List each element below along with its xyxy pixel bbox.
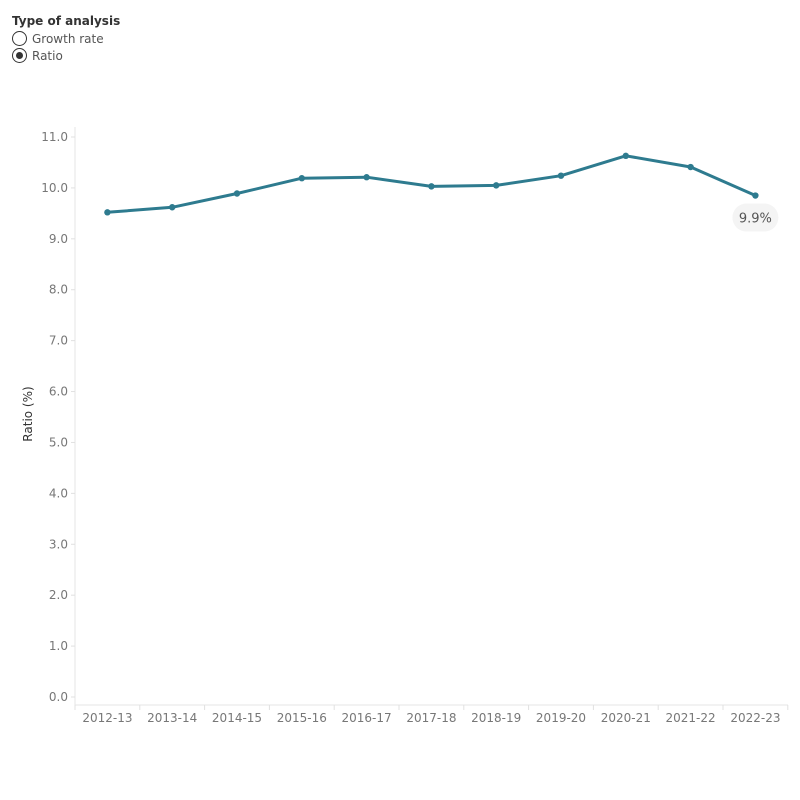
x-tick-label: 2019-20	[536, 711, 586, 725]
y-tick-label: 7.0	[49, 334, 68, 348]
y-axis-tick-labels: 0.0 1.0 2.0 3.0 4.0 5.0 6.0 7.0 8.0 9.0 10.0 11.0	[41, 130, 68, 704]
y-tick-label: 2.0	[49, 588, 68, 602]
data-point[interactable]	[622, 152, 629, 160]
y-tick-label: 6.0	[49, 385, 68, 399]
data-label-background	[732, 203, 779, 232]
y-tick-label: 0.0	[49, 690, 68, 704]
y-tick-label: 5.0	[49, 435, 68, 449]
type-of-analysis-control: Type of analysis Growth rate Ratio	[12, 14, 120, 64]
data-point[interactable]	[428, 183, 435, 190]
data-point[interactable]	[687, 163, 694, 171]
data-point[interactable]	[298, 175, 305, 182]
y-tick-label: 4.0	[49, 486, 68, 500]
series-layer	[104, 152, 759, 216]
x-tick-label: 2017-18	[406, 711, 456, 725]
x-tick-label: 2012-13	[82, 711, 132, 725]
data-point[interactable]	[557, 172, 565, 179]
data-point[interactable]	[752, 192, 759, 199]
y-tick-label: 1.0	[49, 639, 68, 653]
x-tick-label: 2013-14	[147, 711, 197, 725]
y-tick-label: 10.0	[41, 181, 68, 195]
x-tick-label: 2016-17	[342, 711, 392, 725]
x-tick-label: 2020-21	[601, 711, 651, 725]
ratio-label: Ratio	[32, 48, 63, 63]
growth-rate-option[interactable]: Growth rate	[12, 30, 120, 47]
data-point[interactable]	[169, 204, 176, 211]
ratio-option[interactable]: Ratio	[12, 47, 120, 64]
x-tick-label: 2014-15	[212, 711, 262, 725]
data-point[interactable]	[104, 209, 111, 216]
chart-axes	[71, 127, 789, 710]
x-tick-label: 2015-16	[277, 711, 327, 725]
y-tick-label: 9.0	[49, 232, 68, 246]
annotation-layer: 9.9%	[732, 203, 779, 232]
x-tick-label: 2018-19	[471, 711, 521, 725]
data-label: 9.9%	[739, 212, 772, 227]
y-tick-label: 11.0	[41, 130, 68, 144]
data-point[interactable]	[233, 190, 241, 197]
control-title: Type of analysis	[12, 14, 121, 28]
x-tick-label: 2021-22	[666, 711, 716, 725]
x-axis-tick-labels: 2012-13 2013-14 2014-15 2015-16 2016-17 2017-…	[82, 711, 780, 725]
y-tick-label: 8.0	[49, 283, 68, 297]
y-axis-title: Ratio (%)	[21, 386, 35, 441]
data-point[interactable]	[493, 182, 500, 189]
x-tick-label: 2022-23	[730, 711, 780, 725]
growth-rate-label: Growth rate	[32, 31, 104, 46]
radio-unchecked-icon[interactable]	[12, 31, 27, 46]
data-point[interactable]	[363, 174, 370, 181]
y-tick-label: 3.0	[49, 537, 68, 551]
radio-checked-icon[interactable]	[12, 48, 27, 63]
